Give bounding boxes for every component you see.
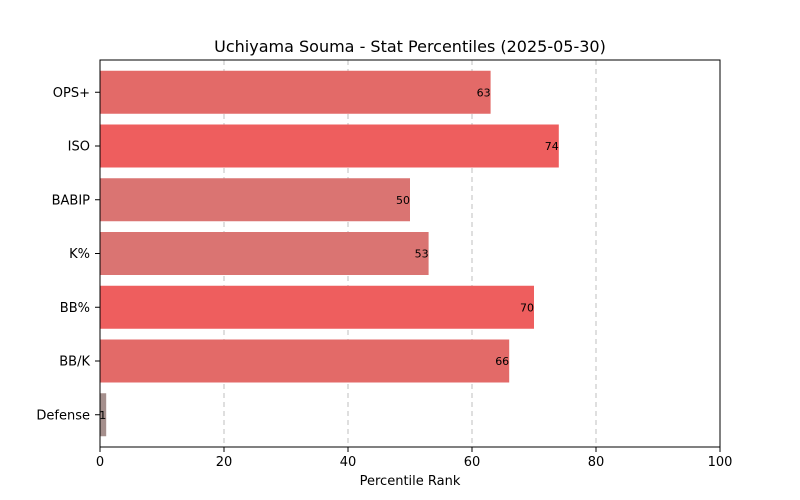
x-axis-label: Percentile Rank: [360, 474, 461, 489]
x-tick-label: 80: [588, 455, 605, 470]
y-tick-label: K%: [69, 247, 90, 262]
y-axis: OPS+ ISO BABIP K% BB% BB/K Defense: [36, 86, 100, 423]
bar-layer: [100, 70, 559, 437]
y-tick-label: BB/K: [59, 355, 90, 370]
bar: [100, 124, 559, 168]
bar-value-label: 53: [415, 248, 429, 261]
bar: [100, 70, 491, 114]
y-tick-label: BB%: [60, 301, 90, 316]
x-tick-label: 40: [340, 455, 357, 470]
bar: [100, 232, 429, 275]
x-tick-label: 60: [464, 455, 481, 470]
data-label-layer: 63 74 50 53 70 66 1: [99, 86, 559, 422]
bar: [100, 285, 534, 329]
x-tick-label: 20: [216, 455, 233, 470]
bar: [100, 393, 107, 437]
bar-value-label: 74: [545, 140, 559, 153]
bar: [100, 339, 510, 383]
bar-value-label: 50: [396, 194, 410, 207]
x-tick-label: 0: [96, 455, 104, 470]
chart-title: Uchiyama Souma - Stat Percentiles (2025-…: [214, 37, 606, 56]
x-tick-label: 100: [708, 455, 733, 470]
bar-value-label: 66: [495, 355, 509, 368]
bar-value-label: 63: [477, 86, 491, 99]
bar: [100, 178, 410, 222]
y-tick-label: BABIP: [52, 193, 91, 208]
y-tick-label: OPS+: [53, 86, 90, 101]
bar-value-label: 70: [520, 301, 534, 314]
y-tick-label: ISO: [68, 140, 90, 155]
y-tick-label: Defense: [36, 408, 90, 423]
bar-value-label: 1: [99, 409, 106, 422]
x-axis: 0 20 40 60 80 100: [96, 447, 733, 470]
